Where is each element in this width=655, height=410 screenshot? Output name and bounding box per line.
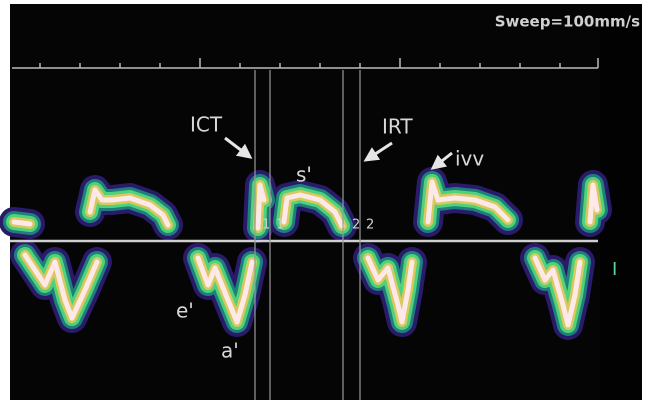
sweep-label: Sweep=100mm/s: [495, 13, 640, 31]
doppler-image: Sweep=100mm/s ICT IRT ivv s' e' a' 1 1 2…: [0, 0, 655, 410]
marker: 2: [352, 218, 360, 233]
a-prime-label: a': [221, 339, 239, 363]
marker: 1: [262, 218, 270, 233]
scale-label: I: [612, 259, 617, 280]
ivv-label: ivv: [455, 147, 484, 171]
marker: 1: [276, 218, 284, 233]
e-prime-label: e': [176, 299, 194, 323]
marker: 2: [366, 218, 374, 233]
page: {"header": {"sweep": "Sweep=100mm/s"}, "…: [0, 0, 655, 410]
s-prime-label: s': [296, 163, 312, 187]
ict-label: ICT: [190, 113, 223, 137]
irt-label: IRT: [382, 115, 413, 139]
